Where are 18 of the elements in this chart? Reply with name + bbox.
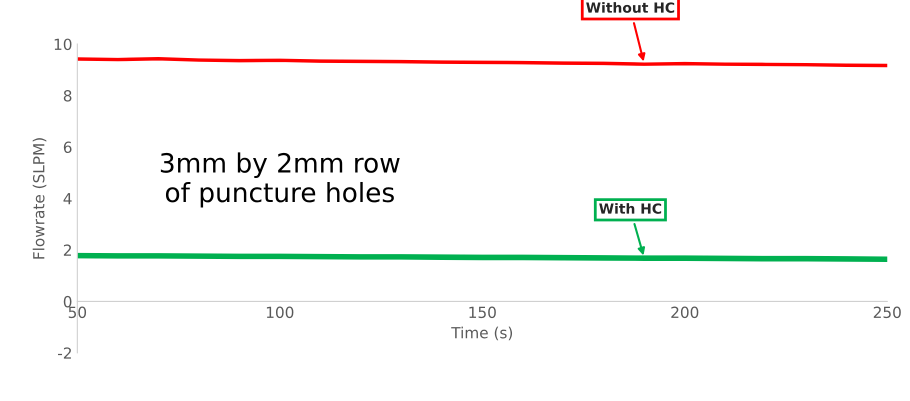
x-tick-label: 250 bbox=[874, 306, 901, 318]
x-tick-label: 150 bbox=[469, 306, 496, 318]
text: Without HC bbox=[586, 2, 674, 13]
x-tick-label: 100 bbox=[266, 306, 294, 318]
y-tick-label: 4 bbox=[64, 193, 72, 204]
x-axis-title: Time (s) bbox=[451, 326, 512, 340]
text: With HC bbox=[599, 203, 662, 214]
x-tick-label: 200 bbox=[671, 306, 698, 318]
y-tick-label: 0 bbox=[64, 296, 72, 308]
annotation: 3mm by 2mm row of puncture holes bbox=[160, 152, 400, 208]
x-tick-label: 50 bbox=[68, 306, 86, 318]
y-tick-label: 8 bbox=[64, 90, 72, 102]
y-tick-label: 2 bbox=[64, 244, 71, 256]
y-tick-label: 6 bbox=[64, 142, 72, 154]
y-tick-label: -2 bbox=[58, 347, 71, 359]
line-series bbox=[77, 57, 888, 68]
y-axis-title: Flowrate (SLPM) bbox=[32, 138, 46, 259]
y-tick-label: 10 bbox=[54, 38, 72, 50]
